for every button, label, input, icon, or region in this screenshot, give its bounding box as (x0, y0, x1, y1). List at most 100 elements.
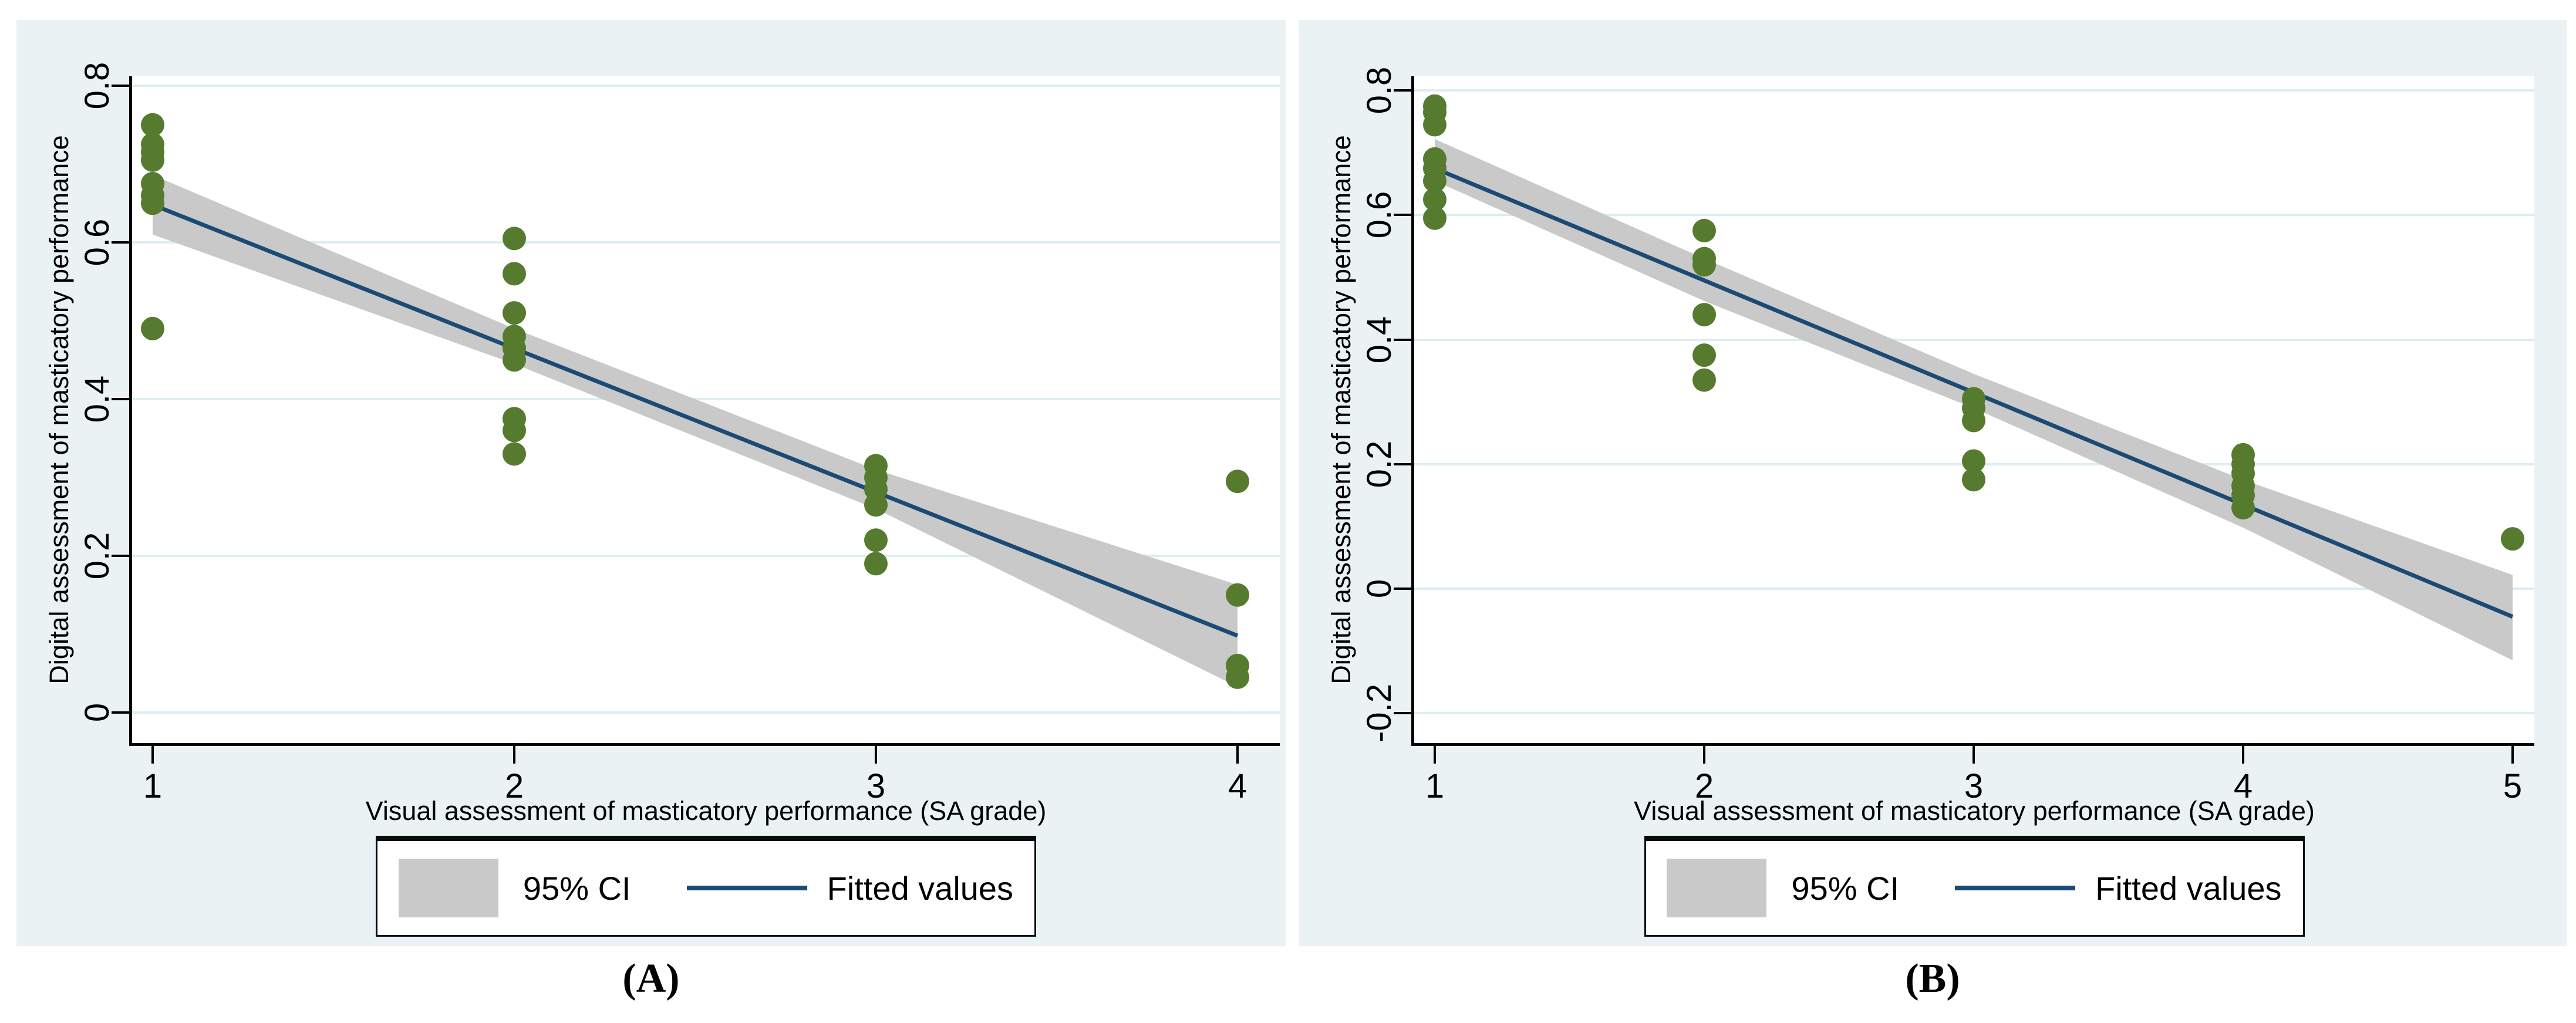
scatter-point (141, 113, 164, 137)
y-tick-label: 0 (78, 703, 116, 722)
ci-band-swatch (1667, 859, 1767, 917)
y-tick (112, 241, 129, 244)
y-tick (112, 711, 129, 714)
scatter-point (503, 227, 526, 251)
y-tick-label: 0.4 (78, 375, 116, 423)
panel-b: Digital assessment of masticatory perfor… (1299, 20, 2567, 946)
x-tick (1703, 746, 1705, 764)
gridline (132, 711, 1280, 714)
gridline (1414, 712, 2534, 715)
x-tick-label: 3 (866, 767, 886, 805)
y-tick (112, 85, 129, 87)
gridline (1414, 89, 2534, 92)
scatter-point (1692, 303, 1716, 327)
scatter-point (503, 348, 526, 372)
y-tick-label: 0.2 (1360, 440, 1398, 488)
legend-b: 95% CI Fitted values (1644, 836, 2305, 937)
y-tick-label: 0 (1360, 579, 1398, 599)
legend-ci-label: 95% CI (522, 869, 631, 907)
gridline (1414, 214, 2534, 217)
legend-ci-label: 95% CI (1791, 869, 1900, 907)
y-tick-label: 0.6 (1360, 191, 1398, 239)
plot-area-a (132, 76, 1280, 743)
fitted-line-swatch (1955, 886, 2076, 890)
scatter-point (1692, 343, 1716, 367)
scatter-point (1423, 113, 1447, 137)
y-tick (1394, 214, 1411, 217)
x-axis-a (129, 743, 1280, 746)
x-axis-title-b: Visual assessment of masticatory perform… (1634, 796, 2315, 826)
plot-area-b (1414, 76, 2534, 743)
y-tick (1394, 462, 1411, 465)
y-tick (1394, 712, 1411, 715)
x-tick-label: 2 (1694, 767, 1714, 805)
x-tick (1973, 746, 1975, 764)
gridline (1414, 338, 2534, 341)
y-tick-label: -0.2 (1360, 684, 1398, 743)
y-axis-b (1411, 76, 1414, 746)
scatter-point (1692, 368, 1716, 392)
x-tick (1236, 746, 1239, 764)
scatter-point (864, 528, 888, 552)
y-tick (1394, 338, 1411, 341)
caption-b: (B) (1905, 956, 1960, 1001)
x-tick-label: 4 (2233, 767, 2253, 805)
scatter-point (141, 191, 164, 215)
gridline (132, 85, 1280, 87)
panel-a: Digital assessment of masticatory perfor… (16, 20, 1286, 946)
y-axis-title-a: Digital assessment of masticatory perfor… (44, 135, 74, 684)
scatter-point (1692, 218, 1716, 242)
y-tick-label: 0.8 (78, 62, 116, 110)
x-tick-label: 4 (1228, 767, 1247, 805)
scatter-point (1962, 408, 1985, 433)
scatter-point (503, 301, 526, 325)
scatter-point (503, 262, 526, 286)
x-tick-label: 1 (1425, 767, 1445, 805)
scatter-point (1423, 169, 1447, 193)
caption-a: (A) (622, 956, 680, 1001)
gridline (1414, 588, 2534, 590)
gridline (132, 398, 1280, 400)
scatter-point (1226, 583, 1249, 607)
y-tick (1394, 89, 1411, 92)
scatter-point (1962, 468, 1985, 492)
fitted-line-swatch (686, 886, 807, 890)
y-tick (112, 398, 129, 400)
y-tick-label: 0.4 (1360, 316, 1398, 363)
x-tick (2511, 746, 2514, 764)
y-axis-title-b: Digital assessment of masticatory perfor… (1326, 135, 1356, 684)
x-tick (1434, 746, 1436, 764)
y-tick (112, 555, 129, 557)
y-tick-label: 0.2 (78, 532, 116, 580)
gridline (132, 241, 1280, 244)
x-tick (151, 746, 154, 764)
scatter-point (1226, 665, 1249, 689)
x-tick-label: 5 (2503, 767, 2523, 805)
x-axis-title-a: Visual assessment of masticatory perform… (365, 796, 1047, 826)
y-tick-label: 0.6 (78, 218, 116, 266)
scatter-point (503, 442, 526, 466)
scatter-point (864, 552, 888, 576)
scatter-point (1692, 253, 1716, 277)
ci-band (153, 175, 1238, 687)
legend-fitted-label: Fitted values (827, 869, 1014, 907)
y-tick-label: 0.8 (1360, 66, 1398, 114)
scatter-point (1962, 449, 1985, 473)
scatter-point (141, 148, 164, 172)
scatter-point (1423, 206, 1447, 230)
y-axis-a (129, 76, 132, 746)
fitted-line (151, 202, 1239, 638)
x-tick-label: 1 (143, 767, 163, 805)
x-tick (875, 746, 877, 764)
x-tick-label: 2 (504, 767, 524, 805)
y-tick (1394, 588, 1411, 590)
x-axis-b (1411, 743, 2534, 746)
scatter-point (141, 316, 164, 340)
scatter-point (864, 493, 888, 517)
scatter-point (1226, 470, 1249, 494)
legend-fitted-label: Fitted values (2095, 869, 2282, 907)
x-tick-label: 3 (1964, 767, 1984, 805)
scatter-point (503, 418, 526, 443)
gridline (132, 555, 1280, 557)
scatter-point (2501, 527, 2524, 551)
